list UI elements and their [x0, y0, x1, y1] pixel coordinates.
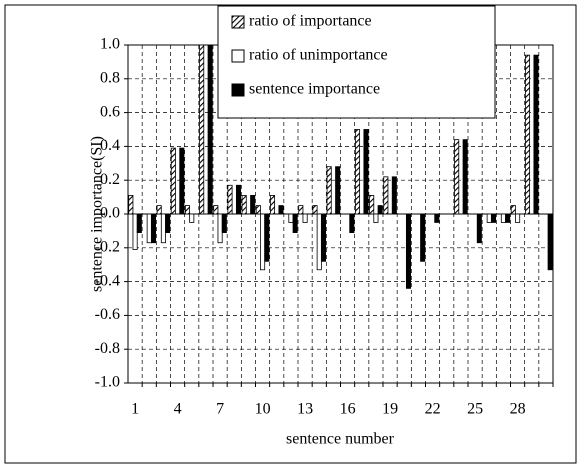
bar	[363, 129, 369, 215]
y-tick-label: 0.0	[100, 205, 120, 222]
bar	[326, 166, 332, 215]
y-tick-label: -0.4	[95, 272, 120, 289]
x-tick-label: 4	[174, 401, 182, 418]
legend	[217, 5, 496, 119]
bar	[312, 205, 318, 215]
y-tick-label: -0.6	[95, 306, 120, 323]
bar	[199, 44, 205, 215]
bar	[515, 213, 521, 223]
bar	[146, 213, 152, 244]
bar	[420, 213, 426, 262]
bar	[320, 213, 327, 262]
x-axis-label: sentence number	[286, 431, 395, 448]
bar	[179, 147, 185, 215]
bar	[170, 147, 176, 215]
bar	[434, 213, 440, 223]
bar	[156, 205, 162, 215]
y-axis-label: sentence importance(SI)	[89, 136, 106, 292]
bar	[136, 213, 142, 233]
bar	[302, 213, 308, 223]
legend-label: sentence importance	[249, 81, 380, 98]
x-tick-label: 25	[467, 401, 483, 418]
bar	[298, 205, 304, 215]
bar	[354, 129, 361, 215]
x-tick-label: 19	[382, 401, 398, 418]
bar	[160, 213, 166, 244]
bar	[184, 205, 191, 215]
bar	[391, 176, 397, 215]
bar	[349, 213, 355, 233]
y-tick-label: -0.8	[95, 340, 120, 357]
x-tick-label: 28	[510, 401, 526, 418]
y-tick-label: 0.2	[100, 171, 120, 188]
bar	[547, 213, 553, 271]
bar	[490, 213, 497, 223]
bar	[486, 213, 492, 223]
bar	[235, 184, 242, 215]
bar	[369, 195, 375, 215]
legend-label: ratio of importance	[249, 13, 372, 30]
bar	[505, 213, 511, 223]
bar	[405, 213, 412, 289]
bar	[221, 213, 227, 233]
bar	[227, 184, 233, 215]
x-tick-label: 16	[340, 401, 356, 418]
bar	[288, 213, 294, 223]
bar	[264, 213, 270, 262]
y-tick-label: 1.0	[100, 36, 120, 53]
y-tick-label: 0.8	[100, 69, 120, 86]
bar	[150, 213, 157, 244]
bar	[510, 205, 516, 215]
bar	[454, 139, 460, 215]
x-tick-label: 22	[425, 401, 441, 418]
bar	[241, 195, 247, 215]
legend-swatch	[231, 83, 245, 97]
bar	[335, 166, 341, 215]
bar	[462, 139, 468, 215]
y-tick-label: -1.0	[95, 374, 120, 391]
bar	[292, 213, 298, 233]
bar	[207, 44, 213, 215]
bar	[278, 205, 284, 215]
x-tick-label: 1	[131, 401, 139, 418]
bar	[260, 213, 266, 271]
bar	[217, 213, 223, 244]
legend-swatch	[231, 15, 245, 29]
bar	[476, 213, 482, 244]
x-tick-label: 7	[216, 401, 224, 418]
bar	[269, 195, 276, 215]
bar	[165, 213, 171, 233]
bar	[316, 213, 322, 271]
y-tick-label: 0.4	[100, 137, 120, 154]
bar	[373, 213, 379, 223]
x-tick-label: 10	[255, 401, 271, 418]
bar	[189, 213, 195, 223]
legend-label: ratio of unimportance	[249, 47, 388, 64]
bar	[533, 54, 539, 215]
bar	[524, 54, 531, 215]
bar	[383, 176, 389, 215]
bar	[255, 205, 261, 215]
bar	[132, 213, 138, 250]
bar	[128, 195, 134, 215]
bar	[500, 213, 506, 223]
y-tick-label: 0.6	[100, 103, 120, 120]
y-tick-label: -0.2	[95, 238, 120, 255]
bar	[213, 205, 219, 215]
x-tick-label: 13	[297, 401, 313, 418]
bar	[250, 195, 256, 215]
legend-swatch	[231, 49, 245, 63]
bar	[377, 205, 383, 215]
